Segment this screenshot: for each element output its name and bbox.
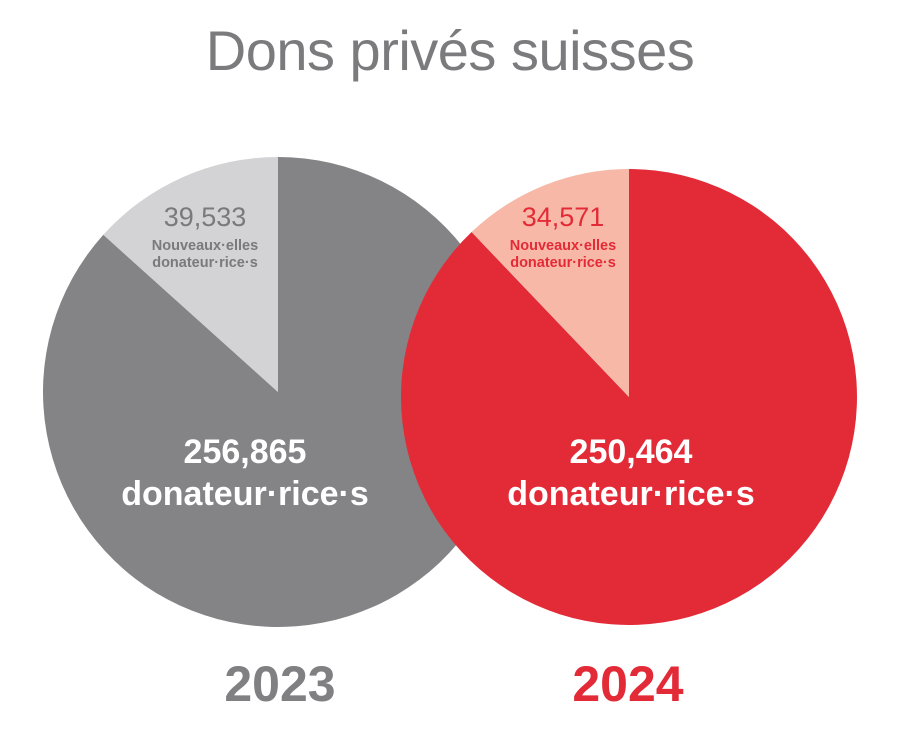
chart-title: Dons privés suisses [205, 19, 695, 82]
year-label-2023: 2023 [224, 656, 336, 712]
new-donors-2023-label-line1: Nouveaux·elles [152, 238, 258, 254]
donors-2024-value: 250,464 [570, 433, 693, 471]
pie-slice-2024-donors [400, 169, 857, 626]
new-donors-2024-label-line1: Nouveaux·elles [510, 238, 616, 254]
donors-2024-label: donateur·rice·s [507, 475, 755, 513]
pie-slice-2023-new-donors [103, 157, 278, 392]
donors-2023-label: donateur·rice·s [121, 475, 369, 513]
new-donors-2023-value: 39,533 [164, 202, 247, 232]
donors-2023-value: 256,865 [184, 433, 307, 471]
new-donors-2024-value: 34,571 [522, 202, 605, 232]
year-label-2024: 2024 [572, 656, 684, 712]
pie-chart-2024: 34,571 Nouveaux·elles donateur·rice·s 25… [400, 169, 857, 626]
new-donors-2024-label-line2: donateur·rice·s [510, 255, 616, 271]
pie-slice-2024-new-donors [471, 169, 629, 397]
pie-slice-2023-donors [43, 157, 514, 627]
new-donors-2023-label-line2: donateur·rice·s [152, 255, 258, 271]
pie-chart-2023: 39,533 Nouveaux·elles donateur·rice·s 25… [43, 157, 514, 627]
